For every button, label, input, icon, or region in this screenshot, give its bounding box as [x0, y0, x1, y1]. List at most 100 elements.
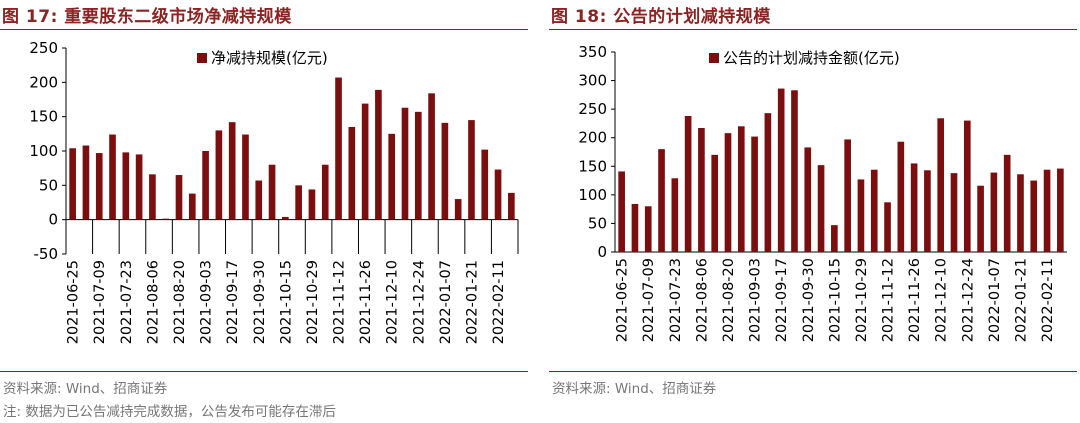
bar	[631, 204, 639, 252]
y-tick-label: 100	[29, 142, 58, 160]
bar	[388, 133, 396, 220]
y-tick-label: -50	[34, 245, 59, 263]
y-tick-label: 200	[578, 129, 607, 147]
x-tick-label: 2021-08-20	[172, 260, 188, 344]
bar	[737, 126, 745, 252]
bar	[751, 136, 758, 252]
x-tick-label: 2021-07-09	[92, 260, 108, 344]
bar	[508, 192, 515, 220]
bar	[1043, 169, 1051, 252]
bar	[441, 122, 449, 220]
bar	[897, 141, 905, 252]
x-tick-label: 2021-11-26	[358, 260, 374, 344]
bar	[671, 178, 679, 252]
bar	[924, 170, 931, 252]
planned-reduction-bar-chart: 0 50 100 150 200 250 300 350 2021-06-25 2021-07-0…	[578, 43, 1067, 342]
bar	[295, 185, 302, 220]
x-tick-label: 2021-11-12	[332, 260, 348, 344]
bar	[977, 185, 984, 252]
legend-label: 公告的计划减持金额(亿元)	[723, 49, 900, 67]
bar	[777, 88, 785, 252]
bar	[857, 179, 865, 252]
x-tick-label: 2021-06-25	[66, 260, 82, 344]
bottom-rule	[0, 371, 528, 372]
bar	[658, 149, 665, 252]
bar	[228, 122, 236, 220]
bar	[215, 130, 223, 220]
bar	[1030, 180, 1038, 252]
legend-swatch	[709, 53, 719, 63]
y-tick-label: 350	[578, 43, 607, 61]
y-tick-label: 250	[578, 100, 607, 118]
bar	[910, 163, 918, 252]
source-note: 资料来源: Wind、招商证券	[3, 381, 168, 397]
bar	[82, 145, 90, 220]
x-tick-label: 2021-12-10	[385, 260, 401, 344]
x-tick-label: 2021-07-23	[119, 260, 135, 344]
figure-17-title: 图 17: 重要股东二级市场净减持规模	[2, 7, 292, 27]
bar	[804, 147, 812, 252]
x-tick-label: 2022-02-11	[1040, 258, 1056, 342]
bottom-rule	[549, 371, 1077, 372]
x-tick-label: 2021-11-12	[881, 258, 897, 342]
y-tick-label: 100	[578, 186, 607, 204]
y-tick-label: 0	[48, 211, 58, 229]
bar	[468, 120, 475, 220]
x-tick-label: 2021-08-06	[694, 258, 710, 342]
x-tick-label: 2021-10-15	[278, 260, 294, 344]
x-tick-label: 2022-01-07	[987, 258, 1003, 342]
x-tick-label: 2021-08-06	[145, 260, 161, 344]
bar	[149, 174, 156, 220]
bar	[884, 202, 891, 252]
x-tick-label: 2021-09-17	[225, 260, 241, 344]
bar	[711, 154, 719, 252]
bar	[202, 151, 209, 220]
bar	[348, 126, 356, 220]
x-tick-label: 2021-09-03	[199, 260, 215, 344]
bar	[454, 199, 462, 220]
x-tick-label: 2021-10-15	[827, 258, 843, 342]
x-tick-label: 2021-12-24	[411, 260, 427, 344]
x-tick-label: 2021-07-09	[641, 258, 657, 342]
bar	[844, 139, 851, 252]
bar	[684, 116, 692, 252]
bar	[724, 133, 732, 252]
x-tick-label: 2021-12-24	[960, 258, 976, 342]
bar	[1017, 174, 1024, 252]
bar	[764, 113, 772, 253]
title-rule	[0, 29, 528, 30]
bar	[1057, 168, 1064, 252]
figure-18-title: 图 18: 公告的计划减持规模	[551, 7, 771, 27]
bar	[870, 169, 878, 252]
x-tick-label: 2021-06-25	[615, 258, 631, 342]
x-tick-label: 2021-09-30	[252, 260, 268, 344]
x-tick-label: 2022-02-11	[491, 260, 507, 344]
bar	[698, 128, 705, 252]
bar	[1003, 154, 1011, 252]
y-tick-label: 50	[39, 176, 58, 194]
bar	[95, 153, 103, 220]
bar	[817, 165, 825, 252]
x-tick-label: 2022-01-07	[438, 260, 454, 344]
x-tick-label: 2022-01-21	[464, 260, 480, 344]
bar	[963, 120, 971, 252]
bar	[375, 89, 382, 220]
x-tick-label: 2021-09-17	[774, 258, 790, 342]
bar	[950, 173, 958, 252]
legend-swatch	[197, 53, 207, 63]
x-tick-label: 2021-09-30	[801, 258, 817, 342]
x-tick-label: 2021-11-26	[907, 258, 923, 342]
bar	[618, 171, 625, 252]
y-tick-label: 150	[578, 157, 607, 175]
y-tick-label: 300	[578, 72, 607, 90]
x-tick-label: 2022-01-21	[1013, 258, 1029, 342]
bar	[428, 93, 435, 220]
bar	[494, 169, 502, 220]
y-tick-label: 250	[29, 39, 58, 57]
bar	[990, 172, 998, 252]
bar	[481, 149, 489, 220]
x-tick-label: 2021-12-10	[934, 258, 950, 342]
bar	[282, 216, 289, 220]
x-tick-label: 2021-10-29	[305, 260, 321, 344]
bar	[242, 134, 249, 220]
